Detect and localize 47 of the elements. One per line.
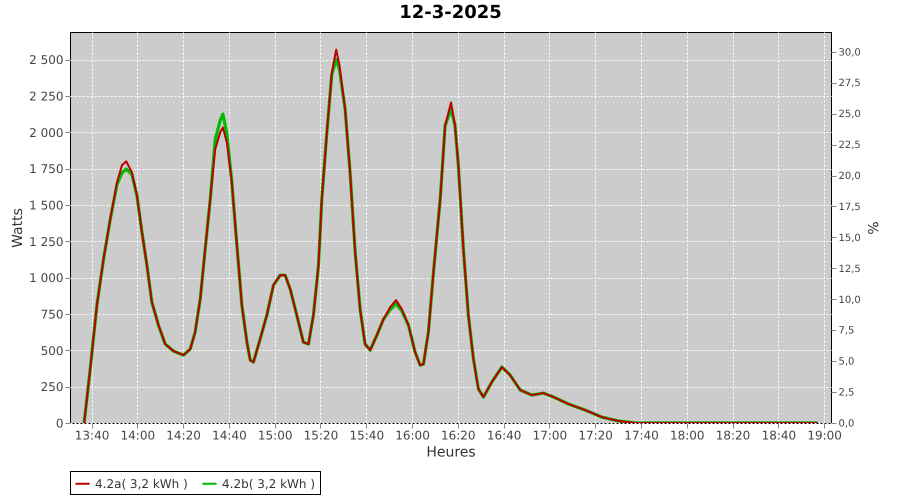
y-tick-label: 2 500 bbox=[29, 53, 64, 68]
y2-tick-label: 10,0 bbox=[838, 294, 861, 306]
x-tick-label: 16:40 bbox=[486, 428, 522, 442]
x-tick-label: 19:00 bbox=[807, 428, 842, 442]
x-tick-label: 15:40 bbox=[350, 428, 384, 442]
y-tick-label: 2 000 bbox=[29, 126, 64, 140]
y-tick-label: 750 bbox=[40, 307, 64, 322]
x-tick-label: 15:00 bbox=[258, 428, 292, 442]
x-tick-label: 14:20 bbox=[166, 428, 201, 442]
y-axis-title: Watts bbox=[10, 208, 26, 248]
y-tick-label: 2 250 bbox=[29, 89, 64, 104]
y-tick-label: 0 bbox=[56, 416, 64, 430]
y2-tick-label: 12,5 bbox=[838, 264, 861, 275]
y2-tick-label: 30,0 bbox=[838, 47, 861, 58]
y2-tick-label: 17,5 bbox=[838, 202, 861, 213]
y-tick-label: 1 250 bbox=[29, 234, 64, 249]
y2-tick-label: 5,0 bbox=[838, 356, 854, 368]
y-tick-label: 1 750 bbox=[29, 162, 64, 176]
x-tick-label: 17:20 bbox=[578, 428, 613, 442]
y2-tick-label: 7,5 bbox=[838, 326, 854, 337]
chart-title: 12-3-2025 bbox=[399, 2, 502, 23]
x-tick-label: 17:00 bbox=[532, 428, 568, 442]
legend-label: 4.2a( 3,2 kWh ) bbox=[95, 476, 188, 491]
y2-axis-title: % bbox=[864, 221, 880, 235]
x-tick-label: 16:00 bbox=[395, 428, 430, 442]
x-tick-label: 18:00 bbox=[670, 428, 705, 442]
y2-tick-label: 20,0 bbox=[838, 171, 861, 182]
y-tick-label: 500 bbox=[40, 344, 64, 358]
x-axis-title: Heures bbox=[426, 444, 476, 460]
y2-tick-label: 22,5 bbox=[838, 140, 861, 152]
x-tick-label: 14:00 bbox=[120, 428, 156, 442]
y-tick-label: 1 500 bbox=[29, 198, 64, 212]
y-tick-label: 1 000 bbox=[29, 271, 64, 286]
x-tick-label: 18:40 bbox=[762, 428, 796, 442]
x-tick-label: 13:40 bbox=[74, 428, 110, 442]
x-tick-label: 15:20 bbox=[304, 428, 338, 442]
x-tick-label: 18:20 bbox=[716, 428, 750, 442]
x-tick-label: 16:20 bbox=[440, 428, 476, 442]
y2-tick-label: 0,0 bbox=[838, 418, 854, 430]
y2-tick-label: 27,5 bbox=[838, 78, 861, 90]
y-tick-label: 250 bbox=[40, 380, 64, 394]
x-tick-label: 17:40 bbox=[624, 428, 659, 442]
y2-tick-label: 15,0 bbox=[838, 232, 861, 244]
x-tick-label: 14:40 bbox=[212, 428, 247, 442]
y2-tick-label: 2,5 bbox=[838, 388, 854, 399]
y2-tick-label: 25,0 bbox=[838, 109, 861, 120]
legend-label: 4.2b( 3,2 kWh ) bbox=[222, 476, 316, 491]
